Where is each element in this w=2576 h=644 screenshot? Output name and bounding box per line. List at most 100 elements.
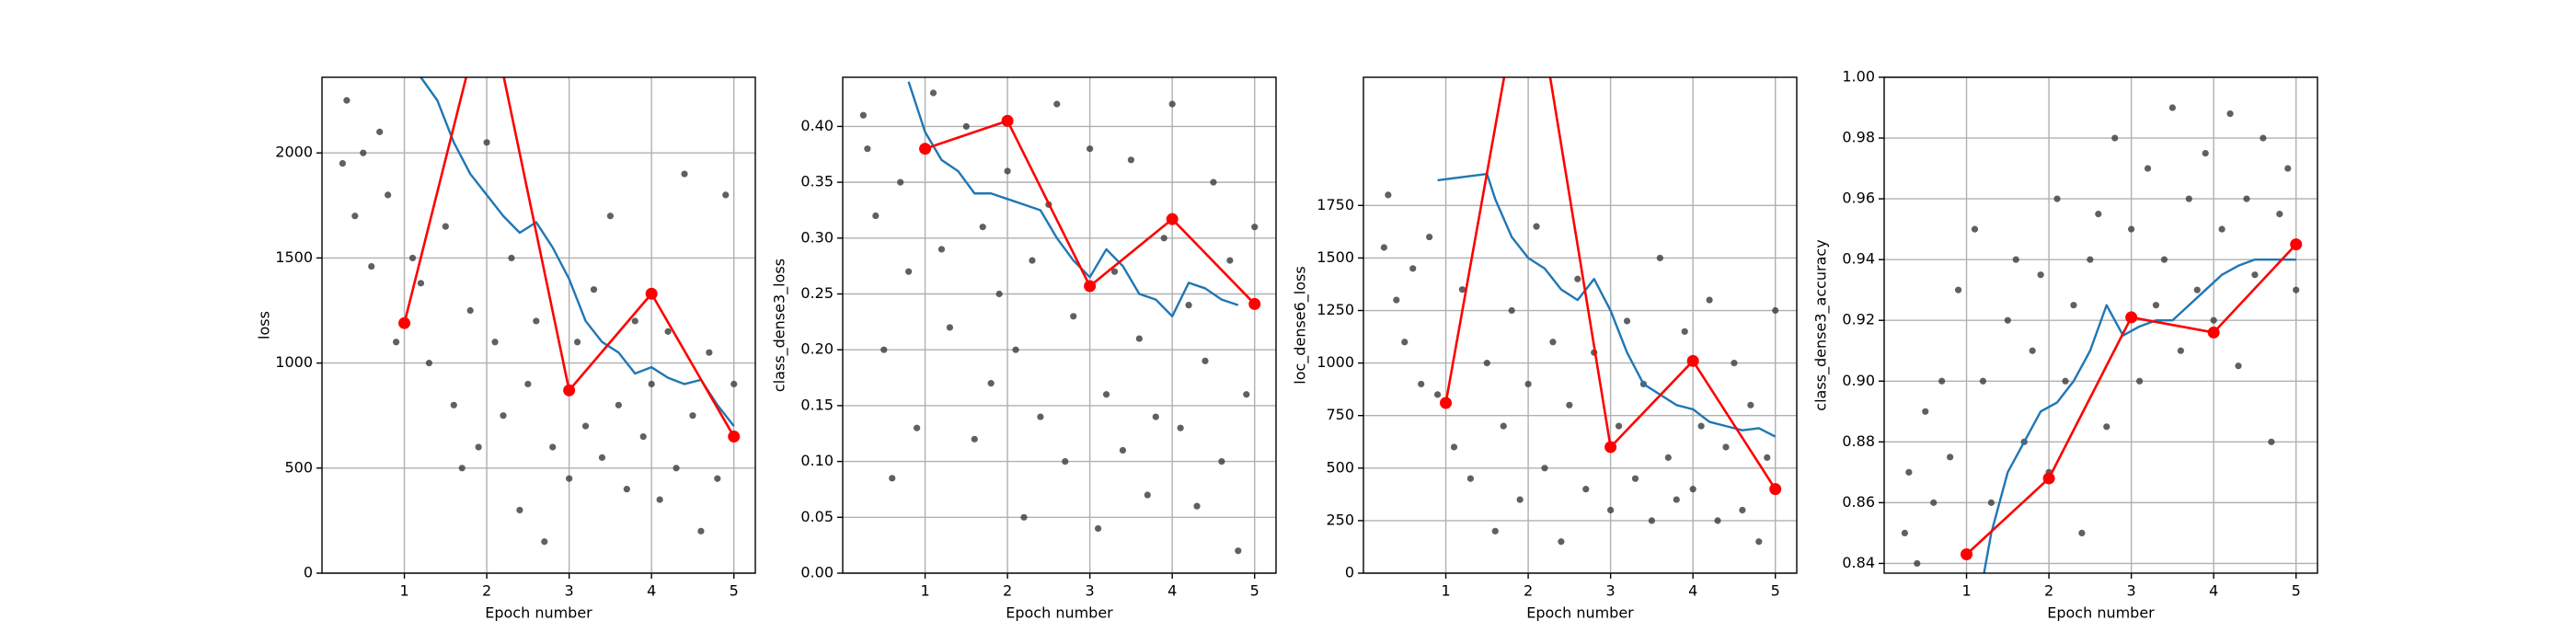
y-tick-label: 500 bbox=[1326, 458, 1354, 476]
scatter-point bbox=[2193, 286, 2201, 293]
scatter-point bbox=[1062, 458, 1069, 466]
x-tick-label: 2 bbox=[2044, 582, 2053, 600]
scatter-point bbox=[1681, 328, 1688, 335]
plot-area bbox=[339, 77, 741, 546]
scatter-point bbox=[1930, 499, 1938, 506]
scatter-point bbox=[2202, 149, 2209, 157]
scatter-point bbox=[1168, 100, 1176, 108]
scatter-point bbox=[1747, 401, 1754, 408]
scatter-point bbox=[722, 191, 730, 199]
scatter-point bbox=[673, 465, 680, 472]
scatter-point bbox=[458, 465, 466, 472]
scatter-point bbox=[425, 360, 433, 367]
scatter-point bbox=[2276, 211, 2283, 218]
scatter-point bbox=[2185, 195, 2192, 202]
scatter-point bbox=[606, 213, 615, 220]
scatter-point bbox=[1251, 224, 1259, 231]
line-marker bbox=[1001, 114, 1014, 127]
scatter-point bbox=[1739, 506, 1746, 514]
y-tick-label: 0.90 bbox=[1842, 372, 1875, 389]
y-tick-label: 1000 bbox=[275, 353, 313, 371]
line-marker bbox=[919, 143, 932, 155]
scatter-point bbox=[1433, 391, 1442, 398]
scatter-point bbox=[913, 424, 921, 431]
y-tick-label: 0.30 bbox=[800, 228, 834, 246]
scatter-point bbox=[1135, 335, 1143, 342]
x-tick-label: 5 bbox=[2292, 582, 2301, 600]
scatter-point bbox=[533, 317, 540, 325]
scatter-point bbox=[1177, 424, 1184, 431]
y-tick-label: 1000 bbox=[1317, 353, 1354, 371]
scatter-point bbox=[615, 401, 622, 408]
scatter-point bbox=[987, 380, 995, 387]
scatter-point bbox=[946, 324, 954, 331]
x-axis-label: Epoch number bbox=[1526, 604, 1634, 622]
scatter-point bbox=[1905, 468, 1913, 476]
scatter-point bbox=[656, 496, 663, 503]
scatter-point bbox=[1914, 559, 1921, 568]
scatter-point bbox=[2128, 225, 2135, 233]
x-tick-label: 2 bbox=[1003, 582, 1012, 600]
scatter-point bbox=[475, 443, 482, 451]
scatter-point bbox=[1664, 454, 1672, 461]
scatter-point bbox=[889, 475, 896, 482]
scatter-point bbox=[631, 317, 638, 325]
scatter-point bbox=[648, 380, 655, 388]
scatter-point bbox=[339, 160, 346, 167]
scatter-point bbox=[1500, 422, 1507, 430]
line-marker bbox=[728, 431, 741, 443]
scatter-point bbox=[2243, 195, 2250, 202]
scatter-point bbox=[1607, 506, 1615, 514]
scatter-point bbox=[1979, 377, 1987, 385]
scatter-point bbox=[2268, 438, 2275, 445]
scatter-point bbox=[2235, 362, 2242, 370]
scatter-point bbox=[1491, 527, 1499, 535]
scatter-point bbox=[1483, 360, 1490, 367]
scatter-point bbox=[491, 339, 499, 346]
y-tick-label: 0.86 bbox=[1842, 493, 1875, 511]
scatter-point bbox=[1615, 422, 1623, 430]
scatter-point bbox=[1971, 225, 1979, 233]
scatter-point bbox=[1938, 377, 1946, 385]
scatter-point bbox=[2053, 195, 2061, 202]
line-marker bbox=[2042, 472, 2055, 485]
subplot: 1 2 3 4 5 0.00 0.05 0.10 0.15 0.20 0.25 0.30 0.35 0.4… bbox=[771, 76, 1277, 622]
scatter-point bbox=[1508, 306, 1515, 315]
scatter-point bbox=[1656, 254, 1663, 262]
scatter-point bbox=[2062, 377, 2069, 385]
x-tick-label: 1 bbox=[1441, 582, 1450, 600]
y-axis-label: loss bbox=[256, 311, 273, 339]
scatter-point bbox=[995, 290, 1003, 298]
x-tick-label: 1 bbox=[920, 582, 929, 600]
scatter-point bbox=[2218, 225, 2225, 233]
scatter-point bbox=[2168, 104, 2177, 111]
scatter-point bbox=[392, 339, 400, 346]
series-line bbox=[907, 81, 1239, 317]
line-marker bbox=[645, 287, 658, 300]
scatter-point bbox=[2260, 134, 2267, 142]
scatter-point bbox=[2152, 302, 2160, 309]
scatter-point bbox=[897, 178, 904, 186]
scatter-point bbox=[962, 122, 970, 131]
scatter-point bbox=[417, 280, 425, 287]
plot-area bbox=[859, 81, 1261, 555]
y-tick-label: 750 bbox=[1326, 406, 1354, 423]
line-marker bbox=[2207, 326, 2220, 339]
y-tick-label: 0.96 bbox=[1842, 190, 1875, 207]
scatter-point bbox=[1947, 454, 1954, 461]
y-tick-label: 0 bbox=[1345, 564, 1354, 581]
plot-area bbox=[1901, 104, 2303, 573]
line-marker bbox=[2125, 311, 2138, 324]
y-axis-label: loc_dense6_loss bbox=[1292, 266, 1310, 384]
scatter-point bbox=[1193, 502, 1201, 510]
scatter-point bbox=[1623, 317, 1631, 325]
scatter-point bbox=[343, 97, 351, 104]
x-tick-label: 1 bbox=[399, 582, 408, 600]
scatter-point bbox=[1418, 380, 1425, 388]
scatter-point bbox=[1004, 167, 1011, 175]
scatter-point bbox=[2160, 256, 2168, 263]
scatter-point bbox=[1673, 496, 1680, 503]
scatter-point bbox=[450, 401, 457, 408]
scatter-point bbox=[1218, 458, 1225, 466]
